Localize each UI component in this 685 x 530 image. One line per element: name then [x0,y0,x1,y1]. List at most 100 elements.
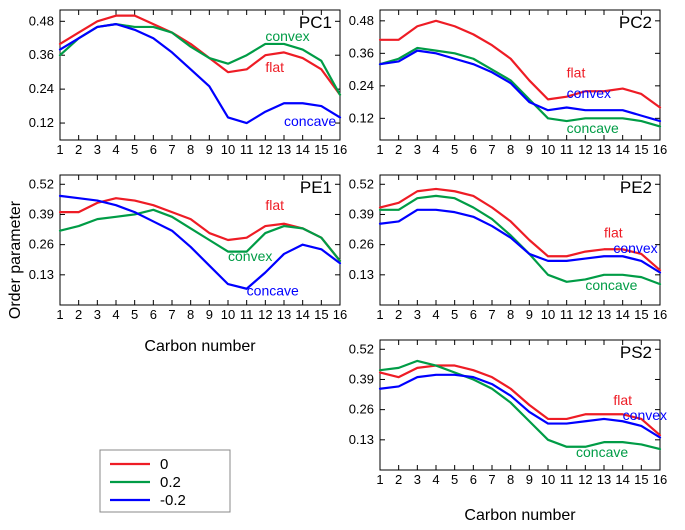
label-PS2-convex: convex [623,407,667,423]
xtick-PE2-14: 14 [615,307,629,322]
label-PE2-concave: concave [585,277,637,293]
ytick-PC2-0.36: 0.36 [349,45,374,60]
ytick-PC1-0.12: 0.12 [29,115,54,130]
xtick-PC1-9: 9 [206,142,213,157]
xtick-PE1-4: 4 [112,307,119,322]
series-PC2-concave [380,51,660,121]
label-PE2-flat: flat [604,225,623,241]
ytick-PC1-0.48: 0.48 [29,13,54,28]
ytick-PS2-0.13: 0.13 [349,432,374,447]
xtick-PC2-5: 5 [451,142,458,157]
xtick-PE2-15: 15 [634,307,648,322]
xtick-PC2-9: 9 [526,142,533,157]
ytick-PC1-0.24: 0.24 [29,81,54,96]
xtick-PE1-16: 16 [333,307,347,322]
xtick-PC2-12: 12 [578,142,592,157]
xtick-PC2-6: 6 [470,142,477,157]
xtick-PE2-13: 13 [597,307,611,322]
xtick-PE2-11: 11 [560,307,574,322]
series-PC2-convex [380,48,660,127]
xtick-PC1-12: 12 [258,142,272,157]
xtick-PS2-11: 11 [560,472,574,487]
xtick-PC1-10: 10 [221,142,235,157]
y-axis-label: Order parameter [7,200,24,319]
ytick-PC2-0.48: 0.48 [349,13,374,28]
ytick-PE2-0.52: 0.52 [349,176,374,191]
ytick-PE1-0.26: 0.26 [29,237,54,252]
panel-title-PS2: PS2 [620,343,652,362]
legend-label-0: 0 [160,456,168,473]
label-PS2-flat: flat [613,392,632,408]
xtick-PE1-10: 10 [221,307,235,322]
xtick-PS2-16: 16 [653,472,667,487]
xtick-PE1-13: 13 [277,307,291,322]
x-axis-label-left: Carbon number [144,338,256,355]
ytick-PE2-0.39: 0.39 [349,206,374,221]
xtick-PC2-7: 7 [488,142,495,157]
xtick-PS2-5: 5 [451,472,458,487]
xtick-PE2-12: 12 [578,307,592,322]
xtick-PC1-15: 15 [314,142,328,157]
xtick-PE1-11: 11 [240,307,254,322]
xtick-PS2-10: 10 [541,472,555,487]
xtick-PS2-14: 14 [615,472,629,487]
ytick-PS2-0.52: 0.52 [349,341,374,356]
panel-title-PE1: PE1 [300,178,332,197]
panel-title-PC2: PC2 [619,13,652,32]
xtick-PE1-8: 8 [187,307,194,322]
ytick-PE1-0.13: 0.13 [29,267,54,282]
xtick-PE1-6: 6 [150,307,157,322]
ytick-PS2-0.39: 0.39 [349,371,374,386]
xtick-PC2-4: 4 [432,142,439,157]
xtick-PC2-8: 8 [507,142,514,157]
xtick-PC1-8: 8 [187,142,194,157]
xtick-PC1-3: 3 [94,142,101,157]
series-PE1-flat [60,198,340,261]
xtick-PS2-3: 3 [414,472,421,487]
xtick-PC1-4: 4 [112,142,119,157]
xtick-PE1-1: 1 [56,307,63,322]
xtick-PS2-4: 4 [432,472,439,487]
xtick-PE2-6: 6 [470,307,477,322]
ytick-PE1-0.39: 0.39 [29,206,54,221]
xtick-PS2-12: 12 [578,472,592,487]
xtick-PE2-1: 1 [376,307,383,322]
series-PC2-flat [380,21,660,108]
xtick-PC1-1: 1 [56,142,63,157]
xtick-PS2-15: 15 [634,472,648,487]
panel-title-PC1: PC1 [299,13,332,32]
label-PE1-convex: convex [228,248,272,264]
xtick-PS2-6: 6 [470,472,477,487]
xtick-PE1-15: 15 [314,307,328,322]
ytick-PC1-0.36: 0.36 [29,47,54,62]
ytick-PC2-0.24: 0.24 [349,78,374,93]
xtick-PC2-11: 11 [560,142,574,157]
xtick-PS2-9: 9 [526,472,533,487]
xtick-PE1-14: 14 [295,307,309,322]
legend-label--0.2: -0.2 [160,492,186,509]
xtick-PS2-8: 8 [507,472,514,487]
xtick-PS2-1: 1 [376,472,383,487]
xtick-PC1-14: 14 [295,142,309,157]
xtick-PS2-13: 13 [597,472,611,487]
xtick-PC1-5: 5 [131,142,138,157]
xtick-PC1-6: 6 [150,142,157,157]
xtick-PE1-5: 5 [131,307,138,322]
xtick-PC2-2: 2 [395,142,402,157]
xtick-PE1-3: 3 [94,307,101,322]
xtick-PC2-13: 13 [597,142,611,157]
xtick-PE2-8: 8 [507,307,514,322]
xtick-PC2-16: 16 [653,142,667,157]
xtick-PC1-2: 2 [75,142,82,157]
label-PC2-convex: convex [567,85,611,101]
xtick-PC1-7: 7 [168,142,175,157]
xtick-PE2-3: 3 [414,307,421,322]
label-PC1-flat: flat [265,59,284,75]
label-PE1-flat: flat [265,197,284,213]
ytick-PS2-0.26: 0.26 [349,402,374,417]
xtick-PE2-7: 7 [488,307,495,322]
legend-label-0.2: 0.2 [160,474,181,491]
label-PE1-concave: concave [247,283,299,299]
x-axis-label-right: Carbon number [464,507,576,524]
xtick-PE2-16: 16 [653,307,667,322]
